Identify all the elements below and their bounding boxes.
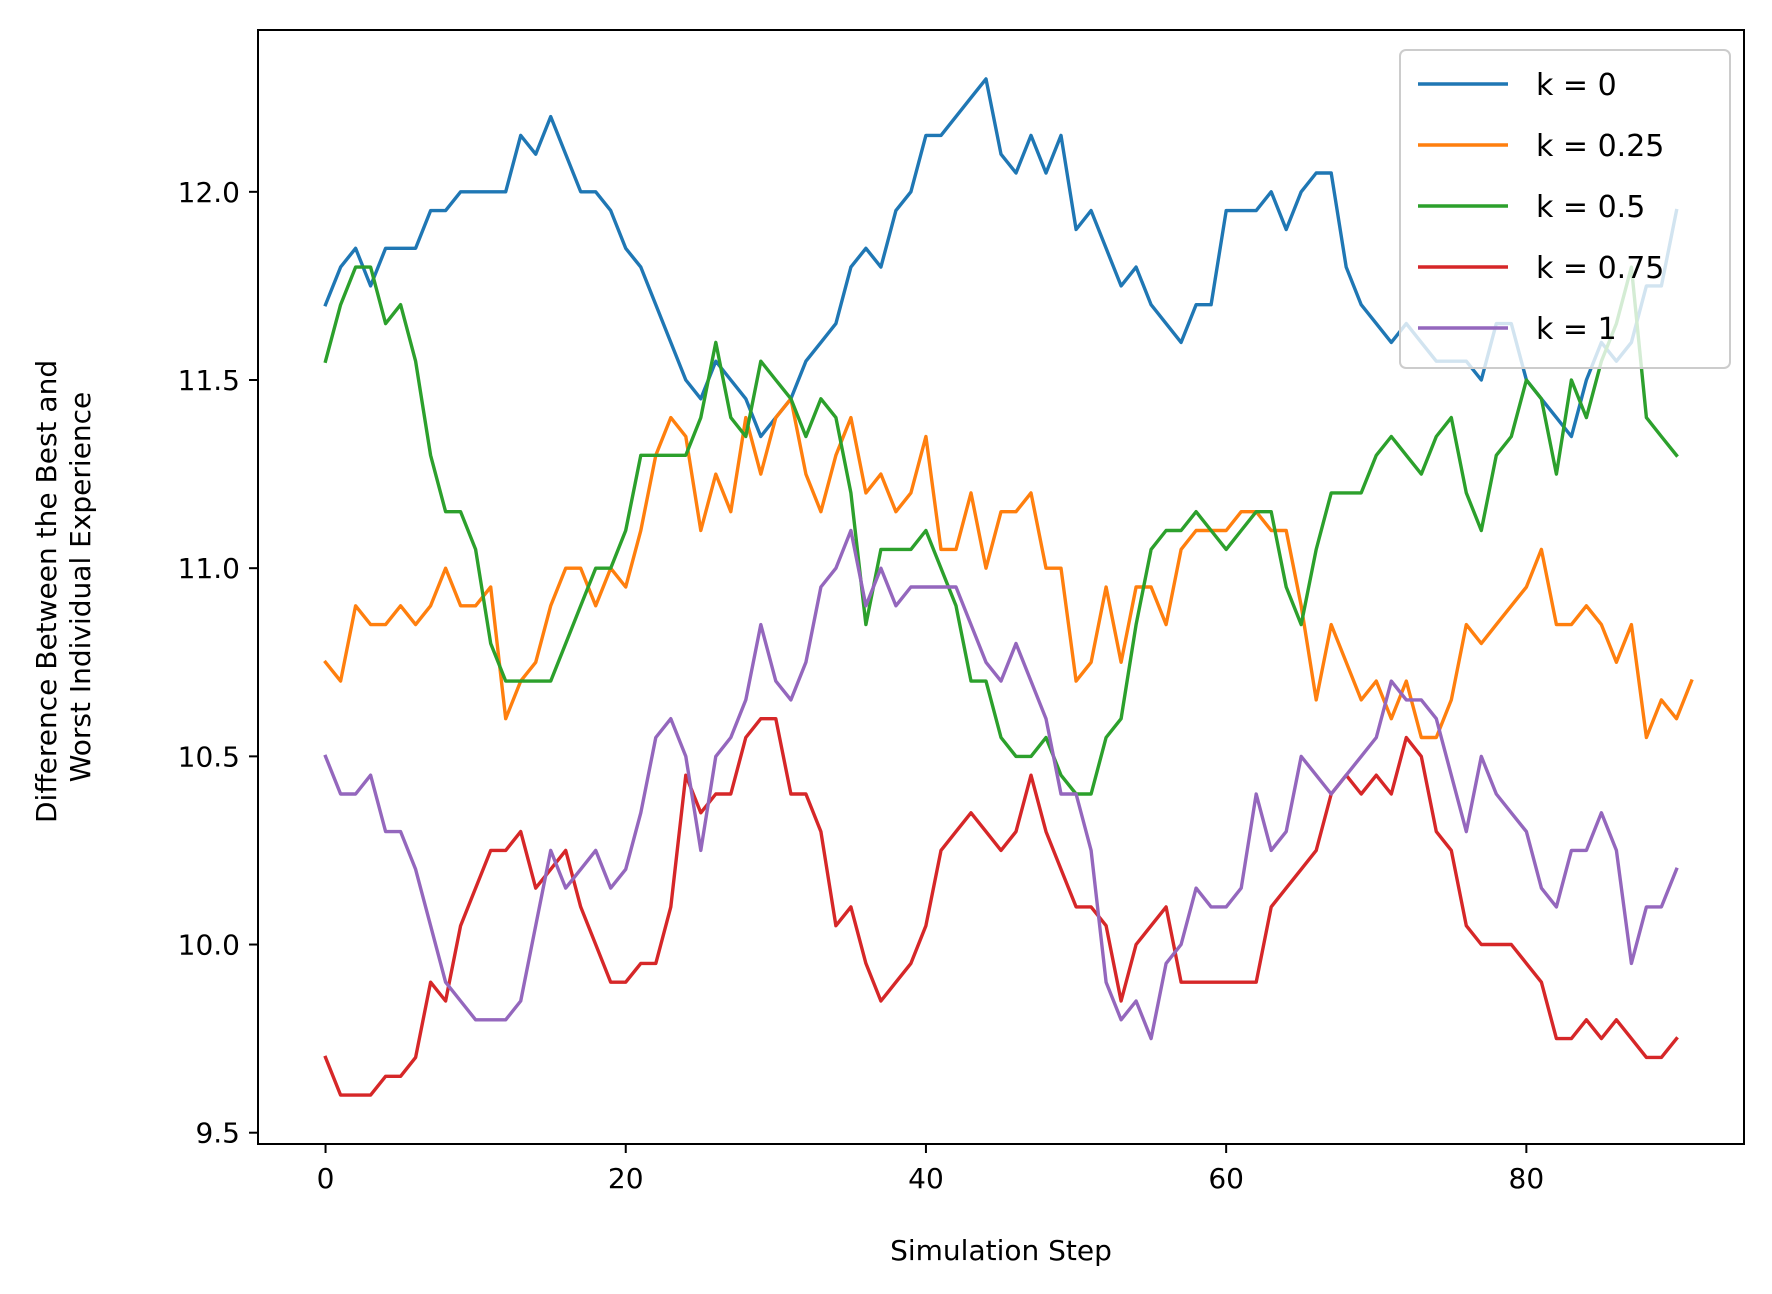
legend-frame (1399, 49, 1731, 369)
x-axis: 0 20 40 60 80 (317, 1144, 1545, 1195)
plot-frame (257, 29, 1745, 1145)
series-line-3 (323, 717, 1679, 1097)
y-tick-label-5: 12.0 (178, 176, 240, 209)
x-axis-title: Simulation Step (890, 1234, 1112, 1267)
legend-label-4: k = 1 (1536, 312, 1617, 347)
legend-label-1: k = 0.25 (1536, 129, 1664, 164)
series-line-4 (323, 528, 1679, 1041)
x-tick-label-20: 20 (608, 1162, 644, 1195)
x-tick-label-0: 0 (317, 1162, 335, 1195)
y-axis-title-line-1: Difference Between the Best and (30, 360, 63, 823)
series-line-1 (323, 397, 1694, 740)
legend-items: k = 0 k = 0.25 k = 0.5 k = 0.75 k = 1 (1418, 68, 1664, 347)
x-tick-label-80: 80 (1509, 1162, 1545, 1195)
x-tick-label-40: 40 (908, 1162, 944, 1195)
y-axis: 9.5 10.0 10.5 11.0 11.5 12.0 (178, 176, 258, 1150)
y-axis-title: Difference Between the Best and Worst In… (30, 351, 97, 823)
legend-label-2: k = 0.5 (1536, 190, 1645, 225)
plot-area (257, 29, 1745, 1145)
y-axis-title-line-2: Worst Individual Experience (64, 392, 97, 783)
y-tick-label-1: 10.0 (178, 929, 240, 962)
legend-label-3: k = 0.75 (1536, 251, 1664, 286)
y-tick-label-0: 9.5 (195, 1117, 240, 1150)
series-line-2 (323, 265, 1679, 796)
y-tick-label-2: 10.5 (178, 740, 240, 773)
y-tick-label-3: 11.0 (178, 552, 240, 585)
legend: k = 0 k = 0.25 k = 0.5 k = 0.75 k = 1 (1399, 49, 1731, 369)
y-tick-label-4: 11.5 (178, 364, 240, 397)
legend-label-0: k = 0 (1536, 68, 1617, 103)
x-tick-label-60: 60 (1208, 1162, 1244, 1195)
